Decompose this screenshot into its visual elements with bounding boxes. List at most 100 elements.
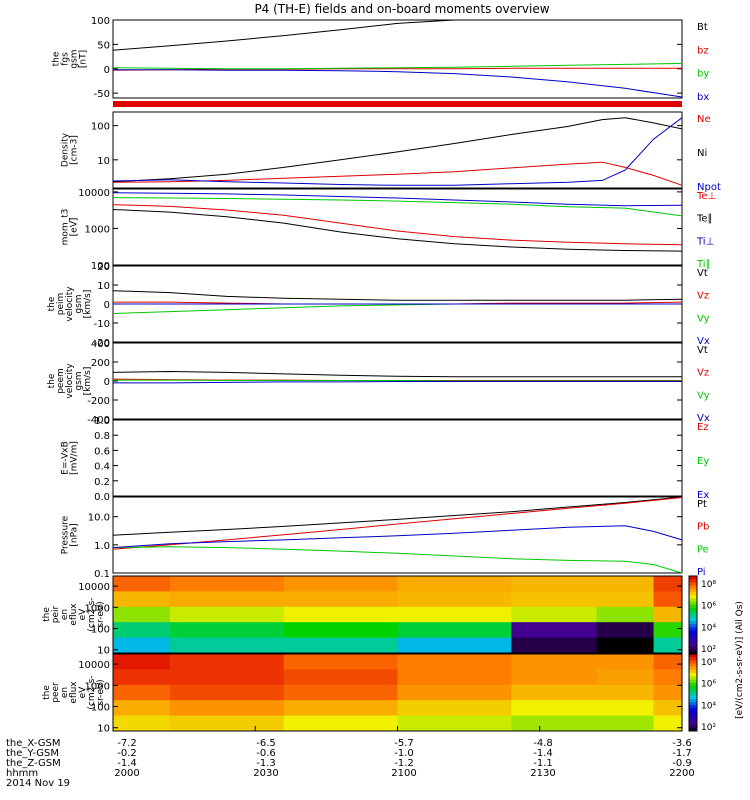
y-axis-label: mom_t3 xyxy=(61,209,71,246)
legend-entry: Te⊥ xyxy=(696,191,716,202)
legend-entry: Vz xyxy=(697,291,709,302)
colorbar-tick-label: 10⁶ xyxy=(701,680,716,690)
heatmap-cell xyxy=(283,669,398,686)
y-axis-label: [nT] xyxy=(79,50,89,68)
y-tick-label: 10000 xyxy=(78,188,110,199)
panel-frame xyxy=(112,496,683,574)
y-axis-label: sr-eV) xyxy=(96,679,106,705)
y-tick-label: 0 xyxy=(104,65,110,76)
colorbar-frame xyxy=(688,575,698,654)
heatmap-cell xyxy=(169,684,285,701)
y-axis-label: (cm2-s- xyxy=(87,597,97,631)
heatmap-cell xyxy=(397,637,512,654)
heatmap-cell xyxy=(169,715,285,732)
heatmap-cell xyxy=(283,715,398,732)
y-axis-label: [nPa] xyxy=(70,523,80,546)
legend-entry: Vx xyxy=(697,336,710,347)
legend-entry: Npot xyxy=(697,182,721,193)
heatmap-cell xyxy=(283,576,398,592)
footer-value: -5.7 xyxy=(394,738,414,749)
series-line xyxy=(112,19,682,51)
heatmap-cell xyxy=(596,684,655,701)
colorbar-tick-label: 10⁴ xyxy=(701,623,716,633)
heatmap-cell xyxy=(653,654,683,670)
y-axis-label: E=-VxB xyxy=(61,441,71,475)
y-tick-label: 0.4 xyxy=(94,462,110,473)
heatmap-cell xyxy=(113,606,171,623)
y-axis-label: [cm-3] xyxy=(70,135,80,165)
footer-value: 2030 xyxy=(253,768,278,779)
heatmap-cell xyxy=(397,654,512,670)
colorbar-segment xyxy=(689,679,697,684)
y-axis-label: gsm xyxy=(74,294,84,313)
colorbar-segment xyxy=(689,627,697,632)
y-axis-label: the xyxy=(47,373,57,388)
series-line xyxy=(112,197,683,217)
footer-date: 2014 Nov 19 xyxy=(6,778,70,789)
legend-entry: Bt xyxy=(697,22,708,33)
colorbar-segment xyxy=(689,670,697,674)
heatmap-cell xyxy=(653,576,683,592)
colorbar-segment xyxy=(689,714,697,719)
series-line xyxy=(113,381,682,384)
heatmap-cell xyxy=(511,637,598,654)
heatmap-cell xyxy=(596,576,655,592)
heatmap-cell xyxy=(283,637,398,654)
legend-entry: Ey xyxy=(697,456,709,467)
panel-peir: 10⁸ 10⁶ 10⁴ 10² [eV/(cm2-s-sr-eV)] (All Qs) 1… xyxy=(42,575,745,719)
footer-value: -0.9 xyxy=(672,758,692,769)
y-tick-label: 50 xyxy=(97,40,110,51)
colorbar-segment xyxy=(689,633,697,638)
colorbar-tick-label: 10⁸ xyxy=(701,658,716,668)
y-tick-label: 0.1 xyxy=(94,569,110,580)
colorbar-segment xyxy=(689,657,697,661)
y-tick-label: 10000 xyxy=(78,582,110,593)
y-tick-label: 0.2 xyxy=(94,477,110,488)
colorbar-segment xyxy=(689,624,697,628)
panel-mom-t: 10000 1000 100 mom_t3 [eV] Te⊥ Te∥ Ti⊥ Ti∥ xyxy=(61,188,717,272)
legend-entry: Ti⊥ xyxy=(696,236,714,247)
series-line xyxy=(112,546,683,574)
series-line xyxy=(112,525,683,549)
y-tick-label: 0.6 xyxy=(94,446,110,457)
heatmap-cell xyxy=(511,591,598,608)
heatmap-cell xyxy=(113,637,171,654)
heatmap-cell xyxy=(397,715,512,732)
heatmap-cell xyxy=(113,591,171,608)
colorbar-segment xyxy=(689,598,697,603)
y-tick-label: 100 xyxy=(91,625,110,636)
y-axis-label: fgs xyxy=(61,52,71,66)
colorbar-segment xyxy=(689,620,697,625)
heatmap-cell xyxy=(511,684,598,701)
colorbar-segment xyxy=(689,682,697,687)
y-axis-label: gsm xyxy=(70,49,80,68)
y-axis-label: en xyxy=(60,609,70,620)
panel-frame xyxy=(112,188,683,266)
series-line xyxy=(113,69,683,98)
y-axis-label: [mV/m] xyxy=(70,441,80,475)
series-line xyxy=(112,497,683,550)
footer-value: 2200 xyxy=(669,768,694,779)
y-tick-label: 10 xyxy=(97,281,110,292)
panel-frame xyxy=(112,19,683,99)
series-line xyxy=(112,370,682,378)
heatmap-cell xyxy=(511,622,598,639)
legend-entry: Vy xyxy=(697,390,710,401)
heatmap-cell xyxy=(397,622,512,639)
heatmap-cell xyxy=(596,637,655,654)
colorbar-segment xyxy=(689,611,697,615)
y-axis-label: Density xyxy=(61,132,71,167)
y-axis-label: en xyxy=(60,687,70,698)
y-tick-label: 10 xyxy=(97,646,110,657)
y-axis-label: eV xyxy=(78,608,88,621)
heatmap-cell xyxy=(511,576,598,592)
colorbar-segment xyxy=(689,614,697,619)
colorbar-segment xyxy=(689,708,697,713)
heatmap-cell xyxy=(283,684,398,701)
y-tick-label: 0 xyxy=(104,377,110,388)
y-tick-label: 10 xyxy=(97,724,110,735)
colorbar-segment xyxy=(689,686,697,690)
colorbar-segment xyxy=(689,660,697,665)
panel-density: 100 10 Density [cm-3] Ne Ni Npot xyxy=(61,111,721,193)
y-tick-label: 1000 xyxy=(85,681,110,692)
